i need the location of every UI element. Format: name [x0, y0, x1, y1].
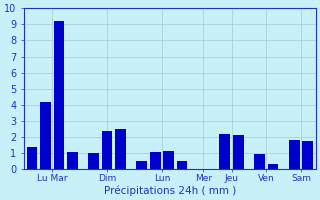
- Bar: [254, 154, 265, 169]
- Bar: [268, 164, 278, 169]
- Bar: [67, 152, 77, 169]
- Bar: [163, 151, 174, 169]
- Bar: [102, 131, 112, 169]
- Bar: [233, 135, 244, 169]
- Bar: [40, 102, 51, 169]
- Bar: [177, 161, 187, 169]
- Bar: [302, 141, 313, 169]
- Bar: [115, 129, 126, 169]
- Bar: [53, 21, 64, 169]
- Bar: [137, 161, 147, 169]
- Bar: [220, 134, 230, 169]
- Bar: [150, 152, 161, 169]
- Bar: [88, 153, 99, 169]
- X-axis label: Précipitations 24h ( mm ): Précipitations 24h ( mm ): [104, 185, 236, 196]
- Bar: [289, 140, 300, 169]
- Bar: [27, 147, 37, 169]
